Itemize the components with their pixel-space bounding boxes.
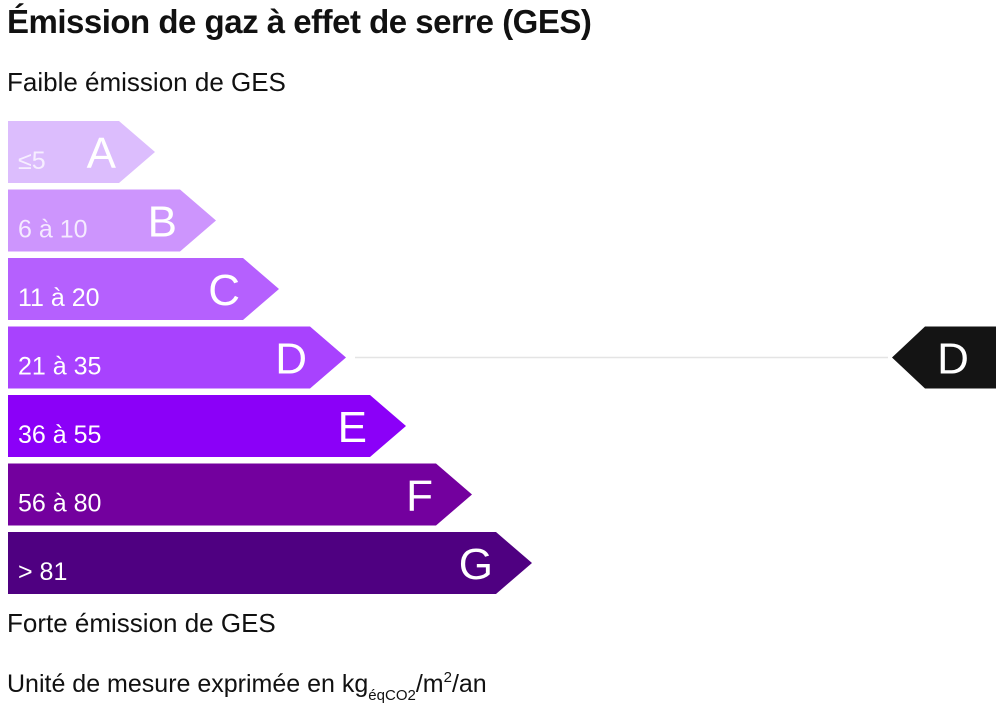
unit-suffix: /an	[451, 670, 487, 698]
unit-superscript: 2	[443, 669, 452, 686]
unit-middle: /m	[415, 670, 444, 698]
class-letter-c: C	[208, 266, 240, 315]
class-letter-b: B	[148, 198, 177, 247]
class-range-g: > 81	[18, 558, 67, 586]
low-emission-label: Faible émission de GES	[7, 67, 286, 97]
class-range-e: 36 à 55	[18, 421, 101, 449]
class-range-d: 21 à 35	[18, 353, 101, 381]
chart-title: Émission de gaz à effet de serre (GES)	[7, 3, 592, 40]
class-range-f: 56 à 80	[18, 490, 101, 518]
class-bar-d	[8, 326, 346, 389]
class-range-c: 11 à 20	[18, 284, 100, 312]
class-bar-f	[8, 463, 472, 526]
unit-prefix: Unité de mesure exprimée en kg	[7, 670, 369, 698]
ges-class-a: ≤5 A	[8, 121, 155, 183]
unit-of-measure: Unité de mesure exprimée en kgéqCO2/m2/a…	[7, 662, 487, 712]
ges-class-d: 21 à 35 D	[8, 326, 346, 389]
class-letter-g: G	[459, 540, 493, 589]
high-emission-label: Forte émission de GES	[7, 608, 276, 638]
class-bar-g	[8, 532, 532, 594]
ges-class-f: 56 à 80 F	[8, 463, 472, 526]
class-letter-f: F	[406, 472, 433, 521]
current-class-indicator: D	[892, 326, 996, 389]
unit-subscript: éqCO2	[368, 687, 416, 704]
ges-class-c: 11 à 20 C	[8, 258, 279, 320]
current-class-letter: D	[937, 335, 969, 384]
ges-class-b: 6 à 10 B	[8, 189, 216, 252]
class-bar-c	[8, 258, 279, 320]
ges-class-e: 36 à 55 E	[8, 395, 406, 457]
class-bar-b	[8, 189, 216, 252]
class-bar-e	[8, 395, 406, 457]
class-letter-e: E	[338, 403, 367, 452]
current-class-marker	[892, 326, 996, 389]
class-bar-a	[8, 121, 155, 183]
class-range-b: 6 à 10	[18, 216, 88, 244]
class-letter-d: D	[275, 335, 307, 384]
class-letter-a: A	[87, 129, 117, 178]
ges-class-g: > 81 G	[8, 532, 532, 594]
class-range-a: ≤5	[18, 147, 46, 175]
